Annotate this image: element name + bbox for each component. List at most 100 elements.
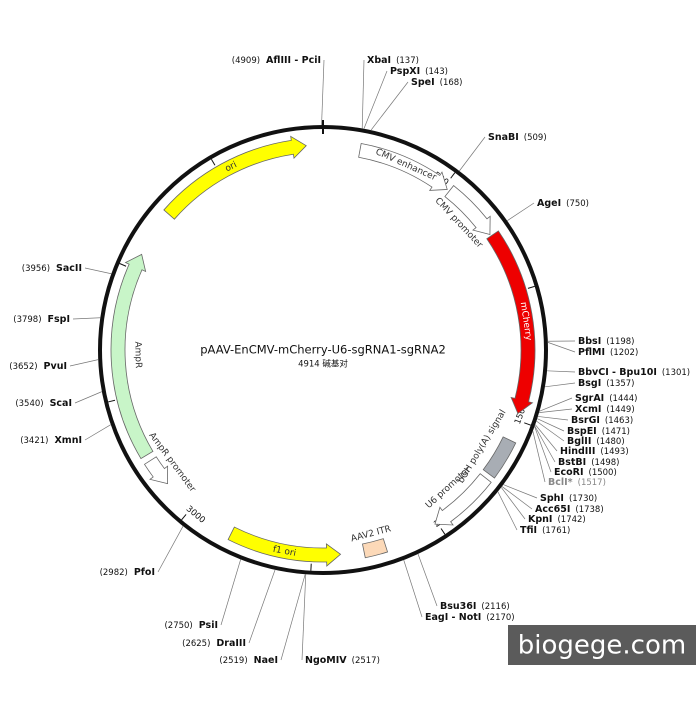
site-name: BclI*: [548, 477, 573, 488]
site-position: (2170): [486, 613, 514, 623]
site-leader: [302, 574, 306, 660]
site-label: SnaBI(509): [488, 132, 547, 143]
site-position: (2750): [164, 621, 192, 631]
site-leader: [221, 559, 241, 625]
site-leader: [73, 318, 100, 319]
site-name: PflMI: [578, 347, 605, 358]
site-label: SpeI(168): [411, 77, 462, 88]
site-position: (2625): [182, 639, 210, 649]
site-label: SgrAI(1444): [575, 393, 637, 404]
site-position: (4909): [232, 56, 260, 66]
site-name: SgrAI: [575, 393, 604, 404]
site-position: (1500): [589, 468, 617, 478]
site-name: BbvCI - Bpu10I: [578, 367, 657, 378]
site-name: DraIII: [216, 638, 246, 649]
site-name: EagI - NotI: [425, 612, 481, 623]
site-label: XcmI (1449): [575, 404, 635, 415]
site-position: (3798): [13, 315, 41, 325]
feature-shape: [144, 457, 167, 484]
site-position: (137): [396, 56, 419, 66]
site-name: AgeI: [537, 198, 561, 209]
site-position: (1730): [569, 494, 597, 504]
site-label: BsgI(1357): [578, 378, 635, 389]
site-position: (2116): [481, 602, 509, 612]
site-name: TfiI: [520, 525, 537, 536]
site-name: SphI: [540, 493, 564, 504]
site-label: Bsu36I(2116): [440, 601, 510, 612]
site-label: (2519) NaeI: [219, 655, 278, 666]
site-position: (1198): [606, 337, 634, 347]
site-name: XbaI: [367, 55, 391, 66]
site-leader: [545, 383, 575, 387]
site-name: XmnI: [54, 435, 82, 446]
site-position: (143): [425, 67, 448, 77]
site-position: (1471): [602, 427, 630, 437]
site-leader: [249, 570, 275, 643]
site-position: (1761): [542, 526, 570, 536]
plasmid-size: 4914 碱基对: [298, 359, 348, 370]
site-name: AflIII - PciI: [266, 55, 321, 66]
site-name: HindIII: [560, 446, 595, 457]
site-label: (4909) AflIII - PciI: [232, 55, 321, 66]
site-leader: [404, 560, 422, 617]
site-position: (2519): [219, 656, 247, 666]
feature-shape: [111, 254, 153, 458]
site-label: BbsI(1198): [578, 336, 635, 347]
site-label: (3652)PvuI: [9, 361, 67, 372]
site-leader: [548, 342, 575, 352]
plasmid-title: pAAV-EnCMV-mCherry-U6-sgRNA1-sgRNA2: [200, 343, 446, 357]
site-name: NaeI: [254, 655, 278, 666]
site-position: (1493): [600, 447, 628, 457]
site-label: (3540)ScaI: [15, 398, 72, 409]
site-leader: [158, 526, 183, 572]
site-label: KpnI (1742): [528, 514, 586, 525]
site-name: SnaBI: [488, 132, 519, 143]
site-position: (750): [566, 199, 589, 209]
site-position: (1463): [605, 416, 633, 426]
feature-shape: [164, 136, 306, 219]
site-position: (1742): [557, 515, 585, 525]
site-label: SphI (1730): [540, 493, 597, 504]
site-label: NgoMIV (2517): [305, 655, 380, 666]
tick-mark: [528, 286, 535, 288]
site-label: BclI* (1517): [548, 477, 606, 488]
site-position: (1301): [662, 368, 690, 378]
site-position: (168): [440, 78, 463, 88]
tick-mark: [524, 423, 531, 425]
site-label: HindIII (1493): [560, 446, 629, 457]
site-name: XcmI: [575, 404, 601, 415]
site-leader: [362, 60, 364, 128]
site-position: (1498): [591, 458, 619, 468]
site-label: (3421)XmnI: [20, 435, 82, 446]
site-label: PspXI (143): [390, 66, 448, 77]
site-label: XbaI (137): [367, 55, 419, 66]
site-label: EagI - NotI (2170): [425, 612, 515, 623]
tick-mark: [211, 159, 215, 165]
site-leader: [498, 492, 517, 530]
site-position: (1738): [575, 505, 603, 515]
site-leader: [364, 71, 387, 129]
site-position: (3652): [9, 362, 37, 372]
site-leader: [547, 371, 575, 372]
site-name: KpnI: [528, 514, 552, 525]
site-label: (3956)SacII: [22, 263, 82, 274]
site-name: PspXI: [390, 66, 420, 77]
site-name: BsrGI: [571, 415, 600, 426]
site-position: (2517): [352, 656, 380, 666]
site-leader: [535, 426, 555, 462]
site-label: BsrGI (1463): [571, 415, 633, 426]
site-label: AgeI (750): [537, 198, 589, 209]
tick-label: 3000: [184, 504, 207, 526]
site-label: (2625) DraIII: [182, 638, 246, 649]
tick-mark: [182, 514, 186, 519]
tick-mark: [120, 264, 126, 267]
site-position: (1517): [578, 478, 606, 488]
site-position: (1357): [606, 379, 634, 389]
feature-shape: [362, 539, 387, 558]
site-leader: [322, 60, 324, 125]
site-position: (1449): [606, 405, 634, 415]
site-position: (3956): [22, 264, 50, 274]
site-label: BbvCI - Bpu10I (1301): [578, 367, 690, 378]
site-name: NgoMIV: [305, 655, 347, 666]
site-leader: [281, 574, 305, 660]
